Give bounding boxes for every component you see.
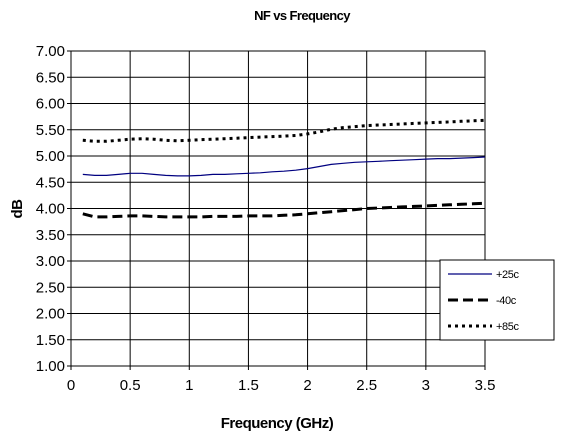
series-line <box>82 118 486 143</box>
y-axis-ticks: 1.00 1.50 2.00 2.50 3.00 3.50 4.00 4.50 5.00 5.50… <box>36 43 71 375</box>
y-tick-label: 3.50 <box>36 227 65 244</box>
y-tick-label: 7.00 <box>36 43 65 60</box>
x-tick-label: 1 <box>185 377 193 394</box>
y-tick-label: 5.50 <box>36 122 65 139</box>
legend-label: +85c <box>496 321 519 333</box>
x-tick-label: 3.5 <box>475 377 496 394</box>
legend: +25c -40c +85c <box>439 259 555 341</box>
y-tick-label: 4.00 <box>36 201 65 218</box>
y-tick-label: 6.50 <box>36 69 65 86</box>
chart-title: NF vs Frequency <box>254 8 351 23</box>
x-tick-label: 3 <box>422 377 430 394</box>
x-axis-ticks: 0 0.5 1 1.5 2 2.5 3 3.5 <box>67 366 496 394</box>
series-line <box>82 156 486 177</box>
legend-box <box>439 259 555 341</box>
x-tick-label: 0.5 <box>120 377 141 394</box>
x-tick-label: 1.5 <box>238 377 259 394</box>
series-lines <box>82 118 486 219</box>
y-axis-title: dB <box>9 199 26 219</box>
gridlines <box>71 51 485 366</box>
legend-label: +25c <box>496 269 519 281</box>
y-tick-label: 5.00 <box>36 148 65 165</box>
series-line <box>82 201 486 219</box>
x-tick-label: 2.5 <box>356 377 377 394</box>
y-tick-label: 1.50 <box>36 332 65 349</box>
y-tick-label: 4.50 <box>36 174 65 191</box>
y-tick-label: 2.00 <box>36 306 65 323</box>
legend-label: -40c <box>496 295 517 307</box>
x-tick-label: 0 <box>67 377 75 394</box>
x-axis-title: Frequency (GHz) <box>221 415 334 432</box>
y-tick-label: 1.00 <box>36 358 65 375</box>
y-tick-label: 6.00 <box>36 96 65 113</box>
y-tick-label: 2.50 <box>36 279 65 296</box>
x-tick-label: 2 <box>303 377 311 394</box>
y-tick-label: 3.00 <box>36 253 65 270</box>
